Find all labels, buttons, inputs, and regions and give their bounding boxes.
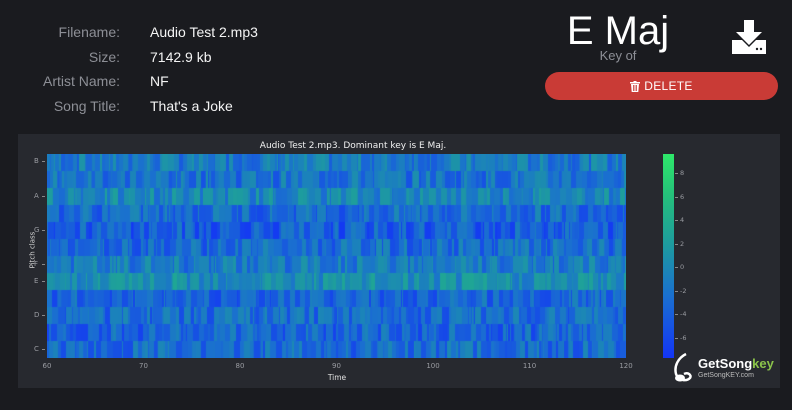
key-name: E Maj bbox=[566, 9, 670, 53]
song-title-value: That's a Joke bbox=[150, 97, 233, 114]
size-label: Size: bbox=[88, 48, 120, 65]
chromagram-heatmap bbox=[47, 154, 626, 358]
delete-label: DELETE bbox=[644, 79, 693, 93]
y-tick: B bbox=[34, 157, 45, 165]
delete-button[interactable]: DELETE bbox=[545, 72, 778, 100]
y-tick: G bbox=[34, 226, 46, 234]
x-tick: 110 bbox=[522, 362, 537, 370]
y-tick: D bbox=[34, 311, 46, 319]
colorbar-tick: 6 bbox=[674, 193, 685, 201]
artist-label: Artist Name: bbox=[42, 73, 120, 90]
key-caption: Key of bbox=[599, 48, 637, 63]
x-tick: 90 bbox=[332, 362, 341, 370]
x-axis-label: Time bbox=[327, 373, 347, 382]
colorbar-tick: -6 bbox=[674, 334, 687, 342]
x-tick: 60 bbox=[42, 362, 52, 370]
chromagram-panel: Audio Test 2.mp3. Dominant key is E Maj.… bbox=[18, 134, 780, 388]
getsongkey-logo: GetSongkey GetSongKEY.com bbox=[668, 352, 778, 384]
file-info: Filename: Audio Test 2.mp3 Size: 7142.9 … bbox=[0, 20, 258, 118]
colorbar-tick: 4 bbox=[674, 216, 685, 224]
song-title-label: Song Title: bbox=[53, 97, 120, 114]
colorbar-tick: -4 bbox=[674, 310, 687, 318]
y-tick: E bbox=[34, 277, 47, 285]
download-button[interactable] bbox=[730, 18, 768, 56]
info-row-filename: Filename: Audio Test 2.mp3 bbox=[0, 20, 258, 45]
artist-value: NF bbox=[150, 73, 169, 90]
logo-brand-main: GetSong bbox=[698, 356, 753, 371]
y-tick: A bbox=[34, 192, 45, 200]
heatmap-canvas bbox=[47, 154, 626, 358]
logo-url: GetSongKEY.com bbox=[698, 372, 754, 379]
x-tick: 80 bbox=[235, 362, 245, 370]
colorbar-tick: 2 bbox=[674, 240, 685, 248]
chart-title: Audio Test 2.mp3. Dominant key is E Maj. bbox=[259, 141, 447, 151]
info-row-size: Size: 7142.9 kb bbox=[0, 45, 258, 70]
x-tick: 100 bbox=[426, 362, 440, 370]
colorbar-tick: -2 bbox=[674, 287, 687, 295]
x-tick: 120 bbox=[619, 362, 633, 370]
y-tick: F bbox=[34, 260, 46, 268]
x-tick: 70 bbox=[139, 362, 148, 370]
logo-brand: GetSongkey bbox=[698, 356, 774, 371]
colorbar-tick: 0 bbox=[674, 263, 685, 271]
y-tick: C bbox=[34, 345, 45, 353]
download-icon bbox=[732, 20, 766, 54]
music-note-logo-icon bbox=[674, 352, 692, 382]
info-row-artist: Artist Name: NF bbox=[0, 69, 258, 94]
filename-label: Filename: bbox=[58, 24, 120, 41]
info-row-title: Song Title: That's a Joke bbox=[0, 94, 258, 119]
filename-value: Audio Test 2.mp3 bbox=[150, 24, 258, 41]
trash-icon bbox=[630, 80, 641, 92]
colorbar bbox=[663, 154, 674, 358]
size-value: 7142.9 kb bbox=[150, 48, 212, 65]
colorbar-tick: 8 bbox=[674, 169, 685, 177]
logo-brand-accent: key bbox=[752, 356, 774, 371]
key-result: E Maj Key of bbox=[558, 8, 678, 63]
